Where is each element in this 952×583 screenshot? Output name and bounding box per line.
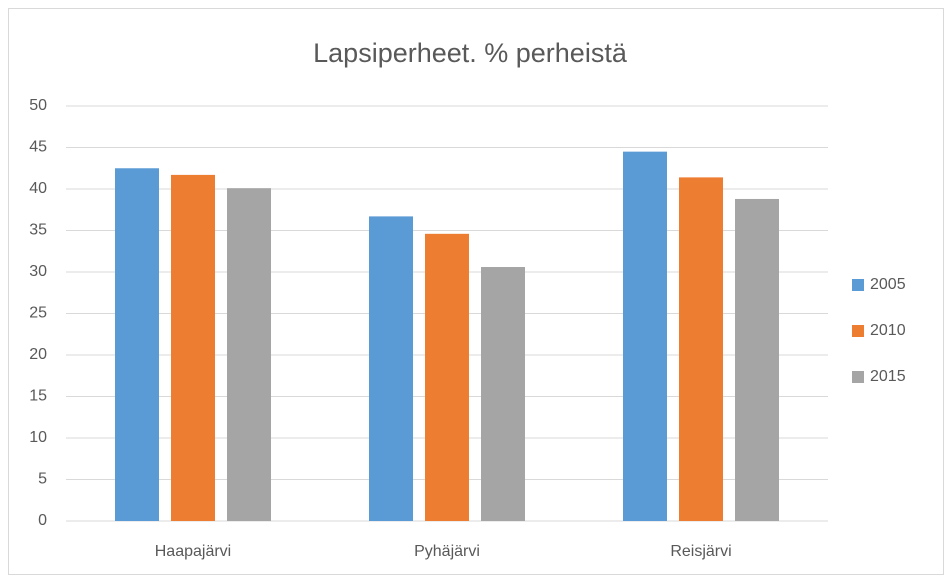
y-tick-label: 30 xyxy=(29,263,47,280)
legend-label: 2005 xyxy=(870,276,906,293)
y-tick-label: 20 xyxy=(29,346,47,363)
x-tick-label: Haapajärvi xyxy=(155,543,231,560)
y-tick-label: 0 xyxy=(38,512,47,529)
legend-swatch xyxy=(852,279,864,291)
bar xyxy=(679,177,723,521)
y-tick-label: 15 xyxy=(29,388,47,405)
x-tick-label: Pyhäjärvi xyxy=(414,543,480,560)
chart-border xyxy=(8,8,944,575)
y-tick-label: 10 xyxy=(29,429,47,446)
y-tick-label: 35 xyxy=(29,222,47,239)
bar xyxy=(623,151,667,521)
y-tick-label: 50 xyxy=(29,97,47,114)
legend-swatch xyxy=(852,325,864,337)
y-tick-label: 5 xyxy=(38,471,47,488)
chart-title: Lapsiperheet. % perheistä xyxy=(313,38,628,68)
y-tick-label: 45 xyxy=(29,139,47,156)
bar xyxy=(171,174,215,521)
bar xyxy=(735,198,779,521)
bar xyxy=(115,168,159,521)
legend-swatch xyxy=(852,371,864,383)
bar xyxy=(425,233,469,521)
bar xyxy=(369,216,413,521)
x-tick-label: Reisjärvi xyxy=(670,543,731,560)
bar xyxy=(481,267,525,521)
legend-label: 2010 xyxy=(870,322,906,339)
legend-label: 2015 xyxy=(870,368,906,385)
y-tick-label: 40 xyxy=(29,180,47,197)
y-tick-label: 25 xyxy=(29,305,47,322)
bar xyxy=(227,188,271,522)
